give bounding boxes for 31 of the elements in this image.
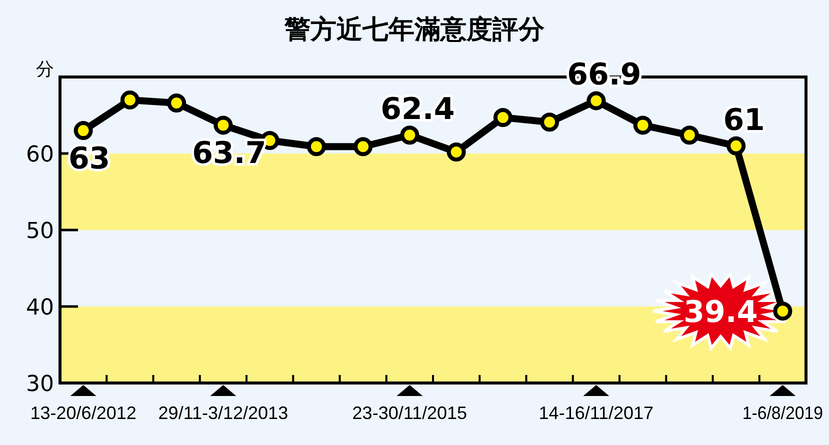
point	[680, 126, 699, 145]
point	[726, 136, 746, 156]
point	[493, 108, 512, 128]
point	[354, 137, 373, 156]
data-label: 63.7	[192, 136, 266, 172]
point	[167, 94, 186, 113]
x-tick-label: 23-30/11/2015	[352, 403, 468, 423]
x-tick-label: 13-20/6/2012	[30, 403, 136, 423]
point	[773, 302, 792, 321]
point	[74, 121, 93, 140]
point	[586, 91, 606, 110]
x-tick-label: 29/11-3/12/2013	[158, 403, 288, 423]
point	[633, 116, 652, 135]
x-tick-label: 1-6/8/2019	[742, 403, 828, 423]
point	[400, 126, 420, 145]
y-tick-label: 30	[26, 372, 54, 397]
chart-title: 警方近七年滿意度評分	[284, 15, 546, 45]
data-label: 63	[68, 142, 110, 177]
point	[306, 137, 326, 156]
y-tick-label: 50	[26, 219, 54, 244]
point	[214, 116, 233, 135]
x-tick-label: 14-16/11/2017	[538, 403, 654, 423]
data-label: 39.4	[684, 295, 758, 330]
y-tick-label: 60	[26, 142, 54, 168]
data-label: 61	[723, 102, 765, 138]
point	[540, 112, 560, 132]
y-tick-label: 40	[26, 296, 54, 320]
y-axis-title: 分	[36, 59, 54, 80]
point	[120, 90, 140, 110]
data-label: 62.4	[380, 92, 455, 128]
point	[446, 142, 466, 162]
